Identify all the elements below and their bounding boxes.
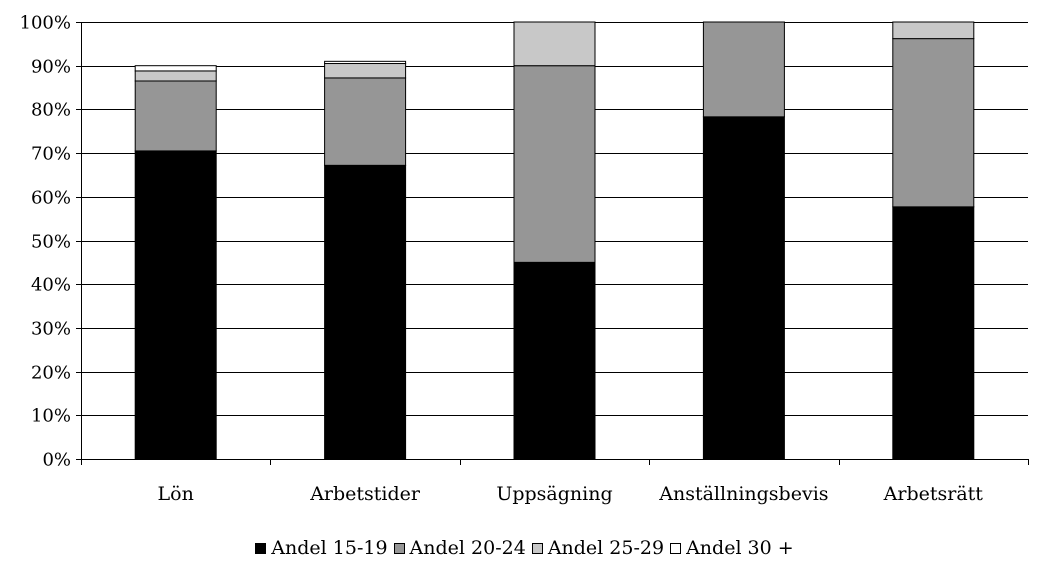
y-tick-label: 100% [20, 13, 71, 34]
y-tick-label: 30% [31, 319, 71, 340]
y-tick-label: 70% [31, 144, 71, 165]
x-tick-label: Arbetstider [309, 483, 421, 505]
y-tick-label: 50% [31, 232, 71, 253]
legend-item: Andel 25-29 [531, 537, 665, 559]
y-tick-label: 0% [42, 450, 71, 471]
bar-segment [892, 38, 975, 208]
bar-segment [513, 65, 596, 263]
bar-segment [702, 21, 785, 118]
legend-label: Andel 20-24 [409, 537, 526, 559]
bar-segment [134, 65, 217, 72]
x-tick-label: Arbetsrätt [883, 483, 984, 505]
legend-swatch [531, 542, 543, 554]
bar-segment [892, 206, 975, 460]
legend-item: Andel 30 + [670, 538, 794, 558]
legend-swatch [670, 542, 682, 554]
y-tick-label: 60% [31, 188, 71, 209]
x-tick-label: Anställningsbevis [658, 483, 828, 505]
bars [134, 21, 975, 460]
legend-label: Andel 25-29 [547, 537, 665, 559]
legend-item: Andel 20-24 [393, 537, 526, 559]
legend-swatch [393, 542, 405, 554]
bar-segment [134, 150, 217, 460]
legend-label: Andel 30 + [686, 537, 794, 559]
y-tick-label: 90% [31, 57, 71, 78]
legend-swatch [255, 542, 267, 554]
legend-item: Andel 15-19 [255, 537, 388, 559]
bar-segment [324, 60, 407, 65]
bar-segment [134, 80, 217, 152]
bar-segment [702, 116, 785, 460]
bar-segment [324, 164, 407, 460]
axes [76, 22, 1029, 465]
axis-labels: 0% 10% 20% 30% 40% 50% 60% 70% 80% 90% 100% Lön Arbe… [20, 13, 984, 506]
x-tick-label: Uppsägning [496, 483, 612, 505]
bar-segment [513, 261, 596, 460]
bar-segment [892, 21, 975, 40]
bar-segment [324, 63, 407, 79]
y-tick-label: 80% [31, 100, 71, 121]
y-tick-label: 40% [31, 275, 71, 296]
bar-segment [324, 77, 407, 166]
legend: Andel 15-19 Andel 20-24 Andel 25-29 Andel 3… [0, 538, 1049, 558]
y-tick-label: 20% [31, 363, 71, 384]
bar-segment [513, 21, 596, 67]
y-tick-label: 10% [31, 406, 71, 427]
x-tick-label: Lön [158, 483, 194, 505]
bar-segment [134, 70, 217, 82]
legend-label: Andel 15-19 [271, 537, 388, 559]
